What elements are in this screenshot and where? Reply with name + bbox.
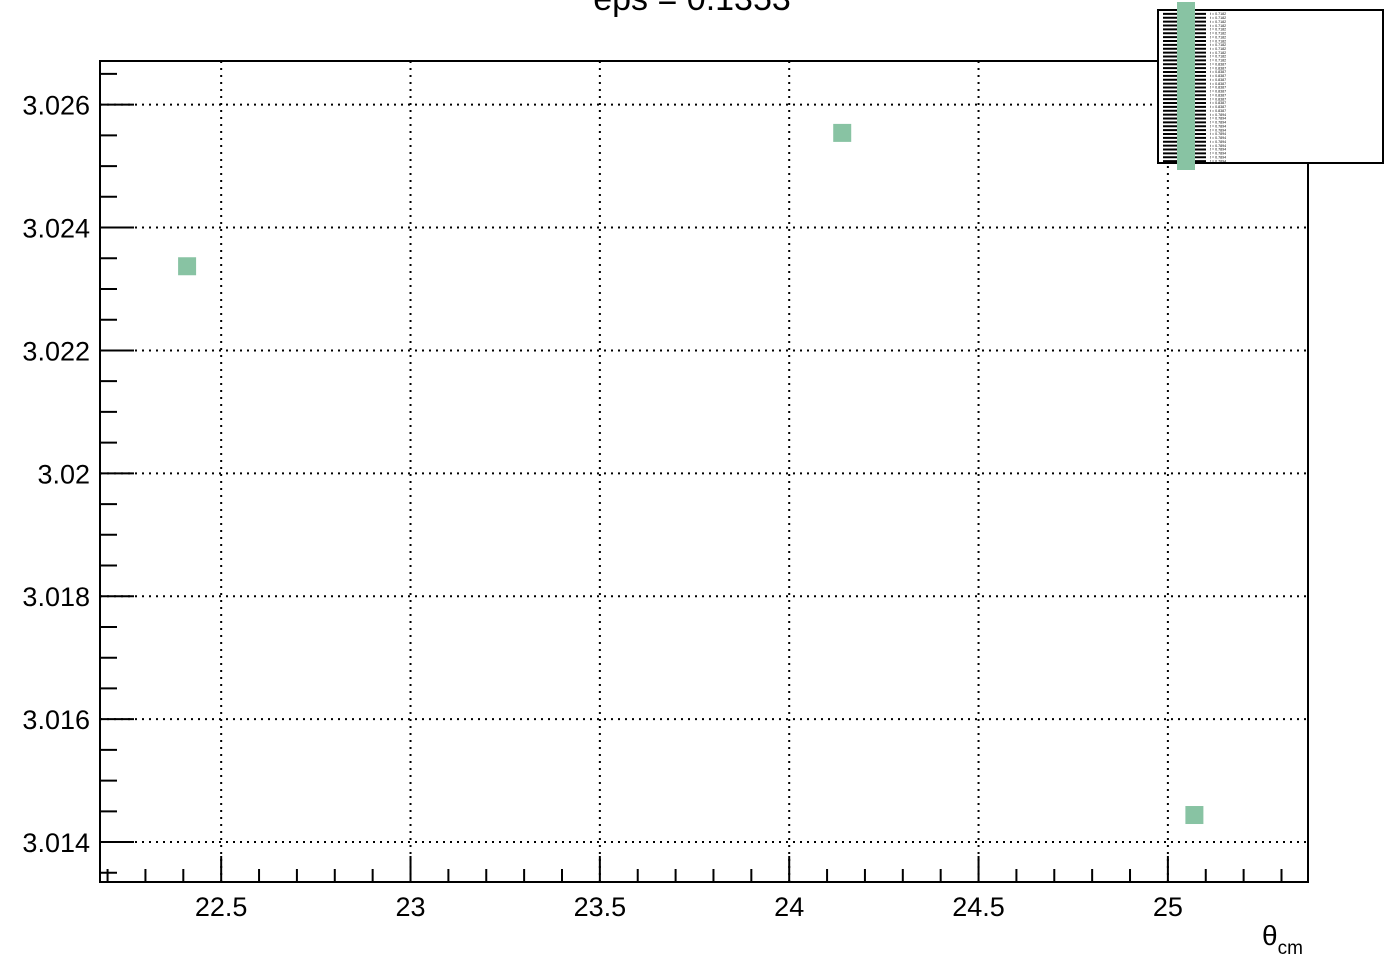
legend-entry-label: t = 0.8387 — [1210, 101, 1226, 105]
legend-entry-label: t = 0.7894 — [1210, 121, 1226, 125]
legend-entry-label: t = 0.8387 — [1210, 66, 1226, 70]
legend-entry-label: t = 0.7894 — [1210, 140, 1226, 144]
legend-entry-label: t = 0.8387 — [1210, 82, 1226, 86]
y-tick-label: 3.02 — [37, 459, 90, 489]
legend-entry-label: t = 0.7182 — [1210, 24, 1226, 28]
axes: 22.5 23 23.5 24 24.5 25 3.014 3.016 3.018 3.02 3.0… — [22, 60, 1309, 922]
legend-entry-label: t = 0.8387 — [1210, 105, 1226, 109]
y-tick-label: 3.016 — [22, 705, 90, 735]
plot-frame — [99, 60, 1309, 883]
chart-title: eps = 0.1353 — [593, 0, 791, 18]
legend-entry-label: t = 0.7894 — [1210, 132, 1226, 136]
x-tick-label: 23 — [395, 892, 425, 922]
legend-entry-label: t = 0.7894 — [1210, 144, 1226, 148]
legend-marker — [1177, 2, 1195, 170]
legend-entry-label: t = 0.7894 — [1210, 148, 1226, 152]
legend-entry-label: t = 0.8387 — [1210, 78, 1226, 82]
legend-entry-label: t = 0.7894 — [1210, 159, 1226, 163]
legend-entry-label: t = 0.8387 — [1210, 90, 1226, 94]
legend-entry-label: t = 0.7182 — [1210, 47, 1226, 51]
legend-entry-label: t = 0.7182 — [1210, 16, 1226, 20]
data-point — [178, 257, 197, 276]
legend-entry-label: t = 0.8387 — [1210, 93, 1226, 97]
legend-entry-label: t = 0.7894 — [1210, 136, 1226, 140]
y-tick-label: 3.026 — [22, 91, 90, 121]
legend-entry-label: t = 0.7182 — [1210, 20, 1226, 24]
x-tick-label: 23.5 — [574, 892, 627, 922]
y-tick-label: 3.014 — [22, 828, 90, 858]
legend-entry-label: t = 0.8387 — [1210, 70, 1226, 74]
legend-entry-label: t = 0.7182 — [1210, 55, 1226, 59]
grid-lines — [100, 61, 1308, 882]
x-tick-label: 24.5 — [952, 892, 1005, 922]
legend-entry-label: t = 0.8387 — [1210, 62, 1226, 66]
x-tick-label: 22.5 — [195, 892, 248, 922]
legend-entry-label: t = 0.7894 — [1210, 155, 1226, 159]
legend-entry-label: t = 0.7182 — [1210, 39, 1226, 43]
legend-entry-label: t = 0.7894 — [1210, 152, 1226, 156]
legend-entry-label: t = 0.7182 — [1210, 12, 1226, 16]
legend-entry-label: t = 0.7894 — [1210, 128, 1226, 132]
y-tick-label: 3.022 — [22, 336, 90, 366]
legend-entry-label: t = 0.7182 — [1210, 51, 1226, 55]
data-points — [178, 123, 1204, 825]
legend-entry-label: t = 0.8387 — [1210, 97, 1226, 101]
legend-entry-label: t = 0.7894 — [1210, 117, 1226, 121]
x-tick-label: 25 — [1153, 892, 1183, 922]
legend-entry-label: t = 0.7182 — [1210, 43, 1226, 47]
legend-entry-label: t = 0.7894 — [1210, 113, 1226, 117]
legend-entry-label: t = 0.8387 — [1210, 74, 1226, 78]
data-point — [833, 123, 852, 142]
data-point — [1185, 806, 1204, 825]
legend-entry-label: t = 0.7182 — [1210, 28, 1226, 32]
legend-entry-label: t = 0.7182 — [1210, 59, 1226, 63]
legend-entry-label: t = 0.8387 — [1210, 109, 1226, 113]
legend-entry-label: t = 0.7182 — [1210, 32, 1226, 36]
y-tick-label: 3.018 — [22, 582, 90, 612]
legend-entry-label: t = 0.8387 — [1210, 86, 1226, 90]
legend-entry-label: t = 0.7894 — [1210, 124, 1226, 128]
x-axis-label: θcm — [1262, 920, 1303, 959]
legend-entry-label: t = 0.7182 — [1210, 35, 1226, 39]
x-tick-label: 24 — [774, 892, 804, 922]
y-tick-label: 3.024 — [22, 214, 90, 244]
